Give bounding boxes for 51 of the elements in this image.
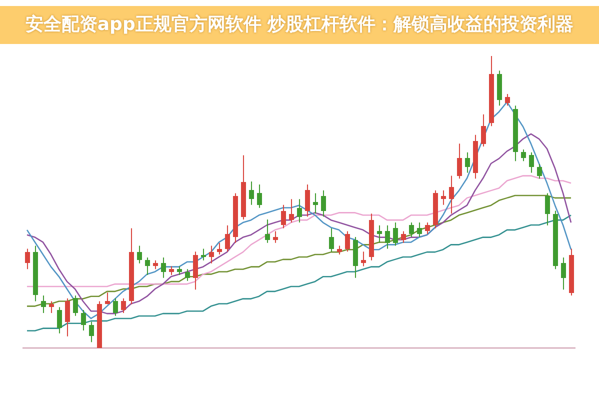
candlestick bbox=[385, 224, 390, 250]
candlestick bbox=[417, 222, 422, 238]
candlestick bbox=[321, 190, 326, 218]
candlestick bbox=[457, 143, 462, 180]
candlestick bbox=[441, 190, 446, 206]
candlestick bbox=[185, 268, 190, 282]
candlestick bbox=[225, 224, 230, 252]
candlestick bbox=[201, 248, 206, 261]
candlestick bbox=[465, 152, 470, 174]
candlestick bbox=[121, 298, 126, 314]
candlestick bbox=[449, 175, 454, 214]
candlestick bbox=[161, 256, 166, 278]
candlestick bbox=[481, 114, 486, 148]
candlestick bbox=[265, 219, 270, 244]
candlestick bbox=[289, 198, 294, 223]
candlestick bbox=[401, 230, 406, 244]
candlestick bbox=[305, 184, 310, 218]
candlestick bbox=[113, 298, 118, 316]
candlestick bbox=[345, 230, 350, 252]
candlestick bbox=[273, 230, 278, 244]
candlestick bbox=[521, 148, 526, 162]
candlestick bbox=[25, 248, 30, 270]
candlestick bbox=[209, 245, 214, 264]
candlestick bbox=[545, 192, 550, 226]
candlestick bbox=[537, 164, 542, 180]
candlestick bbox=[361, 251, 366, 267]
candlestick bbox=[313, 192, 318, 214]
candlestick bbox=[89, 321, 94, 343]
candlestick bbox=[49, 300, 54, 314]
candlestick bbox=[41, 294, 46, 314]
chart-title: 安全配资app正规官方网软件 炒股杠杆软件：解锁高收益的投资利器 bbox=[25, 14, 574, 35]
candlestick bbox=[561, 256, 566, 290]
candlestick bbox=[81, 310, 86, 331]
candlestick bbox=[393, 222, 398, 246]
candlestick bbox=[65, 298, 70, 337]
candlestick bbox=[217, 242, 222, 256]
candlestick bbox=[57, 306, 62, 334]
candlestick bbox=[73, 294, 78, 316]
candlestick bbox=[377, 224, 382, 244]
candlestick bbox=[137, 245, 142, 264]
candlestick bbox=[257, 184, 262, 208]
candlestick bbox=[281, 204, 286, 229]
candlestick bbox=[249, 181, 254, 206]
candlestick bbox=[193, 251, 198, 290]
candlestick bbox=[409, 222, 414, 238]
candlestick bbox=[529, 152, 534, 174]
candlestick bbox=[425, 222, 430, 235]
candlestick bbox=[505, 93, 510, 106]
candlestick bbox=[145, 256, 150, 276]
candlestick bbox=[329, 228, 334, 252]
candlestick bbox=[297, 198, 302, 223]
